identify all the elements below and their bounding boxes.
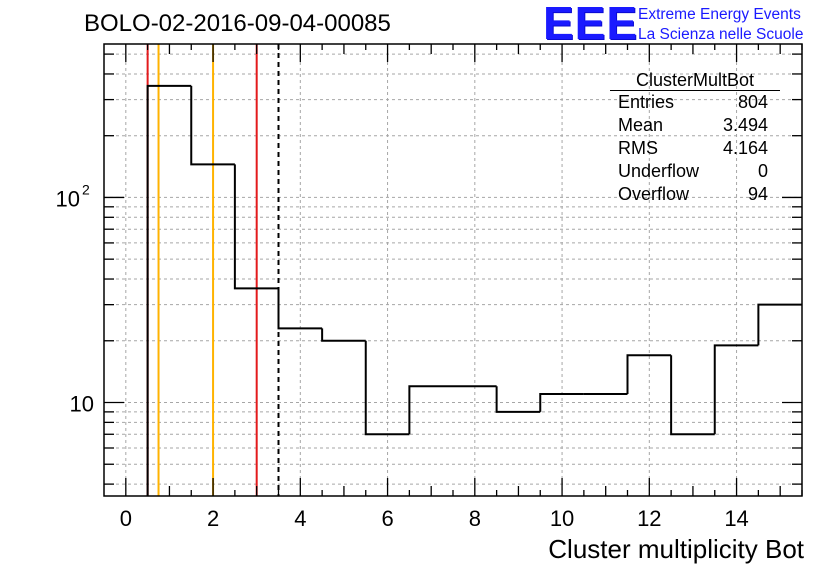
x-tick-label: 0: [120, 506, 132, 531]
histogram-bin: [146, 84, 192, 496]
logo-line-2: La Scienza nelle Scuole: [638, 26, 804, 43]
stats-label: Entries: [618, 92, 675, 112]
histogram-bin: [757, 303, 802, 346]
stats-value: 94: [747, 184, 768, 204]
x-tick-label: 8: [469, 506, 481, 531]
stats-label: Mean: [618, 115, 664, 135]
y-tick-label-exponent: 2: [82, 181, 90, 197]
x-tick-label: 2: [207, 506, 219, 531]
histogram-bin: [670, 355, 715, 436]
histogram-bin: [190, 85, 235, 166]
histogram-bin: [408, 385, 453, 435]
grid-lines: [104, 44, 802, 496]
histogram-bin: [233, 164, 279, 290]
x-tick-label: 4: [294, 506, 306, 531]
stats-value: 4.164: [722, 138, 768, 158]
marker-lines: [146, 44, 280, 496]
stats-box: ClusterMultBot Entries 804 Mean 3.494 RM…: [610, 70, 780, 206]
histogram-bin: [364, 340, 410, 436]
stats-title: ClusterMultBot: [610, 70, 780, 91]
stats-label: Overflow: [618, 184, 690, 204]
x-axis-label: Cluster multiplicity Bot: [548, 534, 804, 564]
histogram-bin: [277, 288, 323, 330]
plot-title: BOLO-02-2016-09-04-00085: [84, 10, 391, 37]
histogram-bin: [539, 393, 584, 412]
axis-ticks: [104, 44, 803, 496]
logo-line-1: Extreme Energy Events: [638, 6, 801, 23]
y-tick-label: 10: [56, 186, 80, 211]
histogram-bin: [713, 344, 759, 435]
stats-value: 0: [757, 161, 768, 181]
eee-logo-mark: EEE: [543, 0, 639, 49]
stats-row: Entries 804: [610, 91, 780, 114]
histogram-bin: [495, 386, 541, 413]
x-tick-label: 6: [381, 506, 393, 531]
histogram-bars: [146, 84, 802, 496]
stats-value: 3.494: [722, 115, 768, 135]
stats-value: 804: [737, 92, 768, 112]
histogram-bin: [626, 354, 672, 395]
x-tick-label: 14: [724, 506, 748, 531]
stats-row: Underflow 0: [610, 160, 780, 183]
stats-row: RMS 4.164: [610, 137, 780, 160]
stats-label: Underflow: [618, 161, 700, 181]
x-tick-label: 10: [550, 506, 574, 531]
stats-label: RMS: [618, 138, 658, 158]
stats-row: Mean 3.494: [610, 114, 780, 137]
x-tick-label: 12: [637, 506, 661, 531]
histogram-bin: [321, 328, 366, 342]
stats-row: Overflow 94: [610, 183, 780, 206]
y-tick-label: 10: [70, 392, 94, 417]
